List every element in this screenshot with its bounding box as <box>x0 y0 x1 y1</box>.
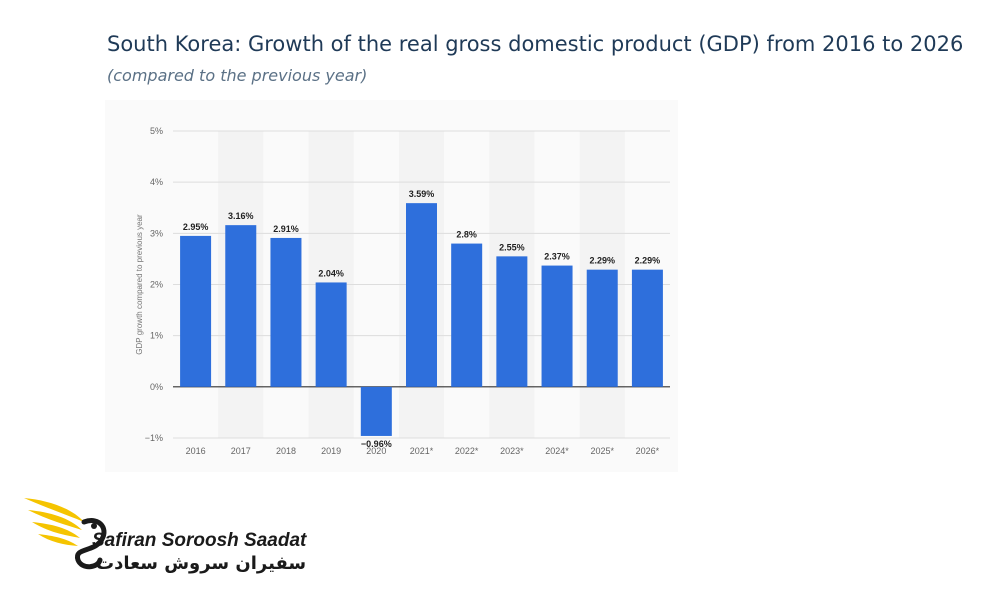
bar <box>451 243 483 387</box>
x-tick-label: 2024* <box>545 446 569 456</box>
bar <box>180 235 212 387</box>
data-label: 2.04% <box>318 268 344 278</box>
data-label: 2.8% <box>456 230 477 240</box>
x-tick-label: 2017 <box>231 446 251 456</box>
bar <box>586 269 618 387</box>
x-tick-label: 2021* <box>410 446 434 456</box>
bar <box>406 203 437 387</box>
y-tick-label: −1% <box>145 433 163 443</box>
x-tick-label: 2019 <box>321 446 341 456</box>
data-label: −0.96% <box>361 439 392 449</box>
brand-name-en: Safiran Soroosh Saadat <box>92 530 307 551</box>
page-subtitle: (compared to the previous year) <box>107 66 368 85</box>
bar <box>315 282 347 387</box>
x-tick-label: 2025* <box>590 446 614 456</box>
data-label: 2.37% <box>544 252 570 262</box>
brand-name-fa: سفیران سروش سعادت <box>96 553 307 574</box>
bar <box>631 269 663 387</box>
x-tick-label: 2022* <box>455 446 479 456</box>
bar <box>225 225 257 387</box>
data-label: 2.55% <box>499 242 525 252</box>
page-title: South Korea: Growth of the real gross do… <box>107 32 964 56</box>
data-label: 2.91% <box>273 224 299 234</box>
data-label: 2.29% <box>635 256 661 266</box>
y-tick-label: 4% <box>150 177 163 187</box>
y-tick-label: 1% <box>150 331 163 341</box>
bar <box>496 256 528 387</box>
y-tick-label: 2% <box>150 280 163 290</box>
data-label: 2.29% <box>589 256 615 266</box>
x-tick-label: 2026* <box>636 446 660 456</box>
x-tick-label: 2016 <box>186 446 206 456</box>
brand-logo-icon <box>24 498 107 570</box>
x-tick-label: 2020 <box>366 446 386 456</box>
chart-card: 5% 4% 3% 2% 1% 0% −1% GDP growth compared to pr… <box>105 100 678 472</box>
data-label: 3.16% <box>228 211 254 221</box>
gdp-bar-chart: 5% 4% 3% 2% 1% 0% −1% GDP growth compared to pr… <box>135 126 670 456</box>
x-tick-label: 2023* <box>500 446 524 456</box>
y-tick-label: 3% <box>150 228 163 238</box>
x-tick-label: 2018 <box>276 446 296 456</box>
bar <box>541 265 573 387</box>
bar <box>270 237 302 387</box>
data-label: 2.95% <box>183 222 209 232</box>
y-tick-label: 0% <box>150 382 163 392</box>
bar <box>360 386 392 436</box>
data-label: 3.59% <box>409 189 435 199</box>
y-tick-label: 5% <box>150 126 163 136</box>
y-axis-label: GDP growth compared to previous year <box>135 214 144 355</box>
